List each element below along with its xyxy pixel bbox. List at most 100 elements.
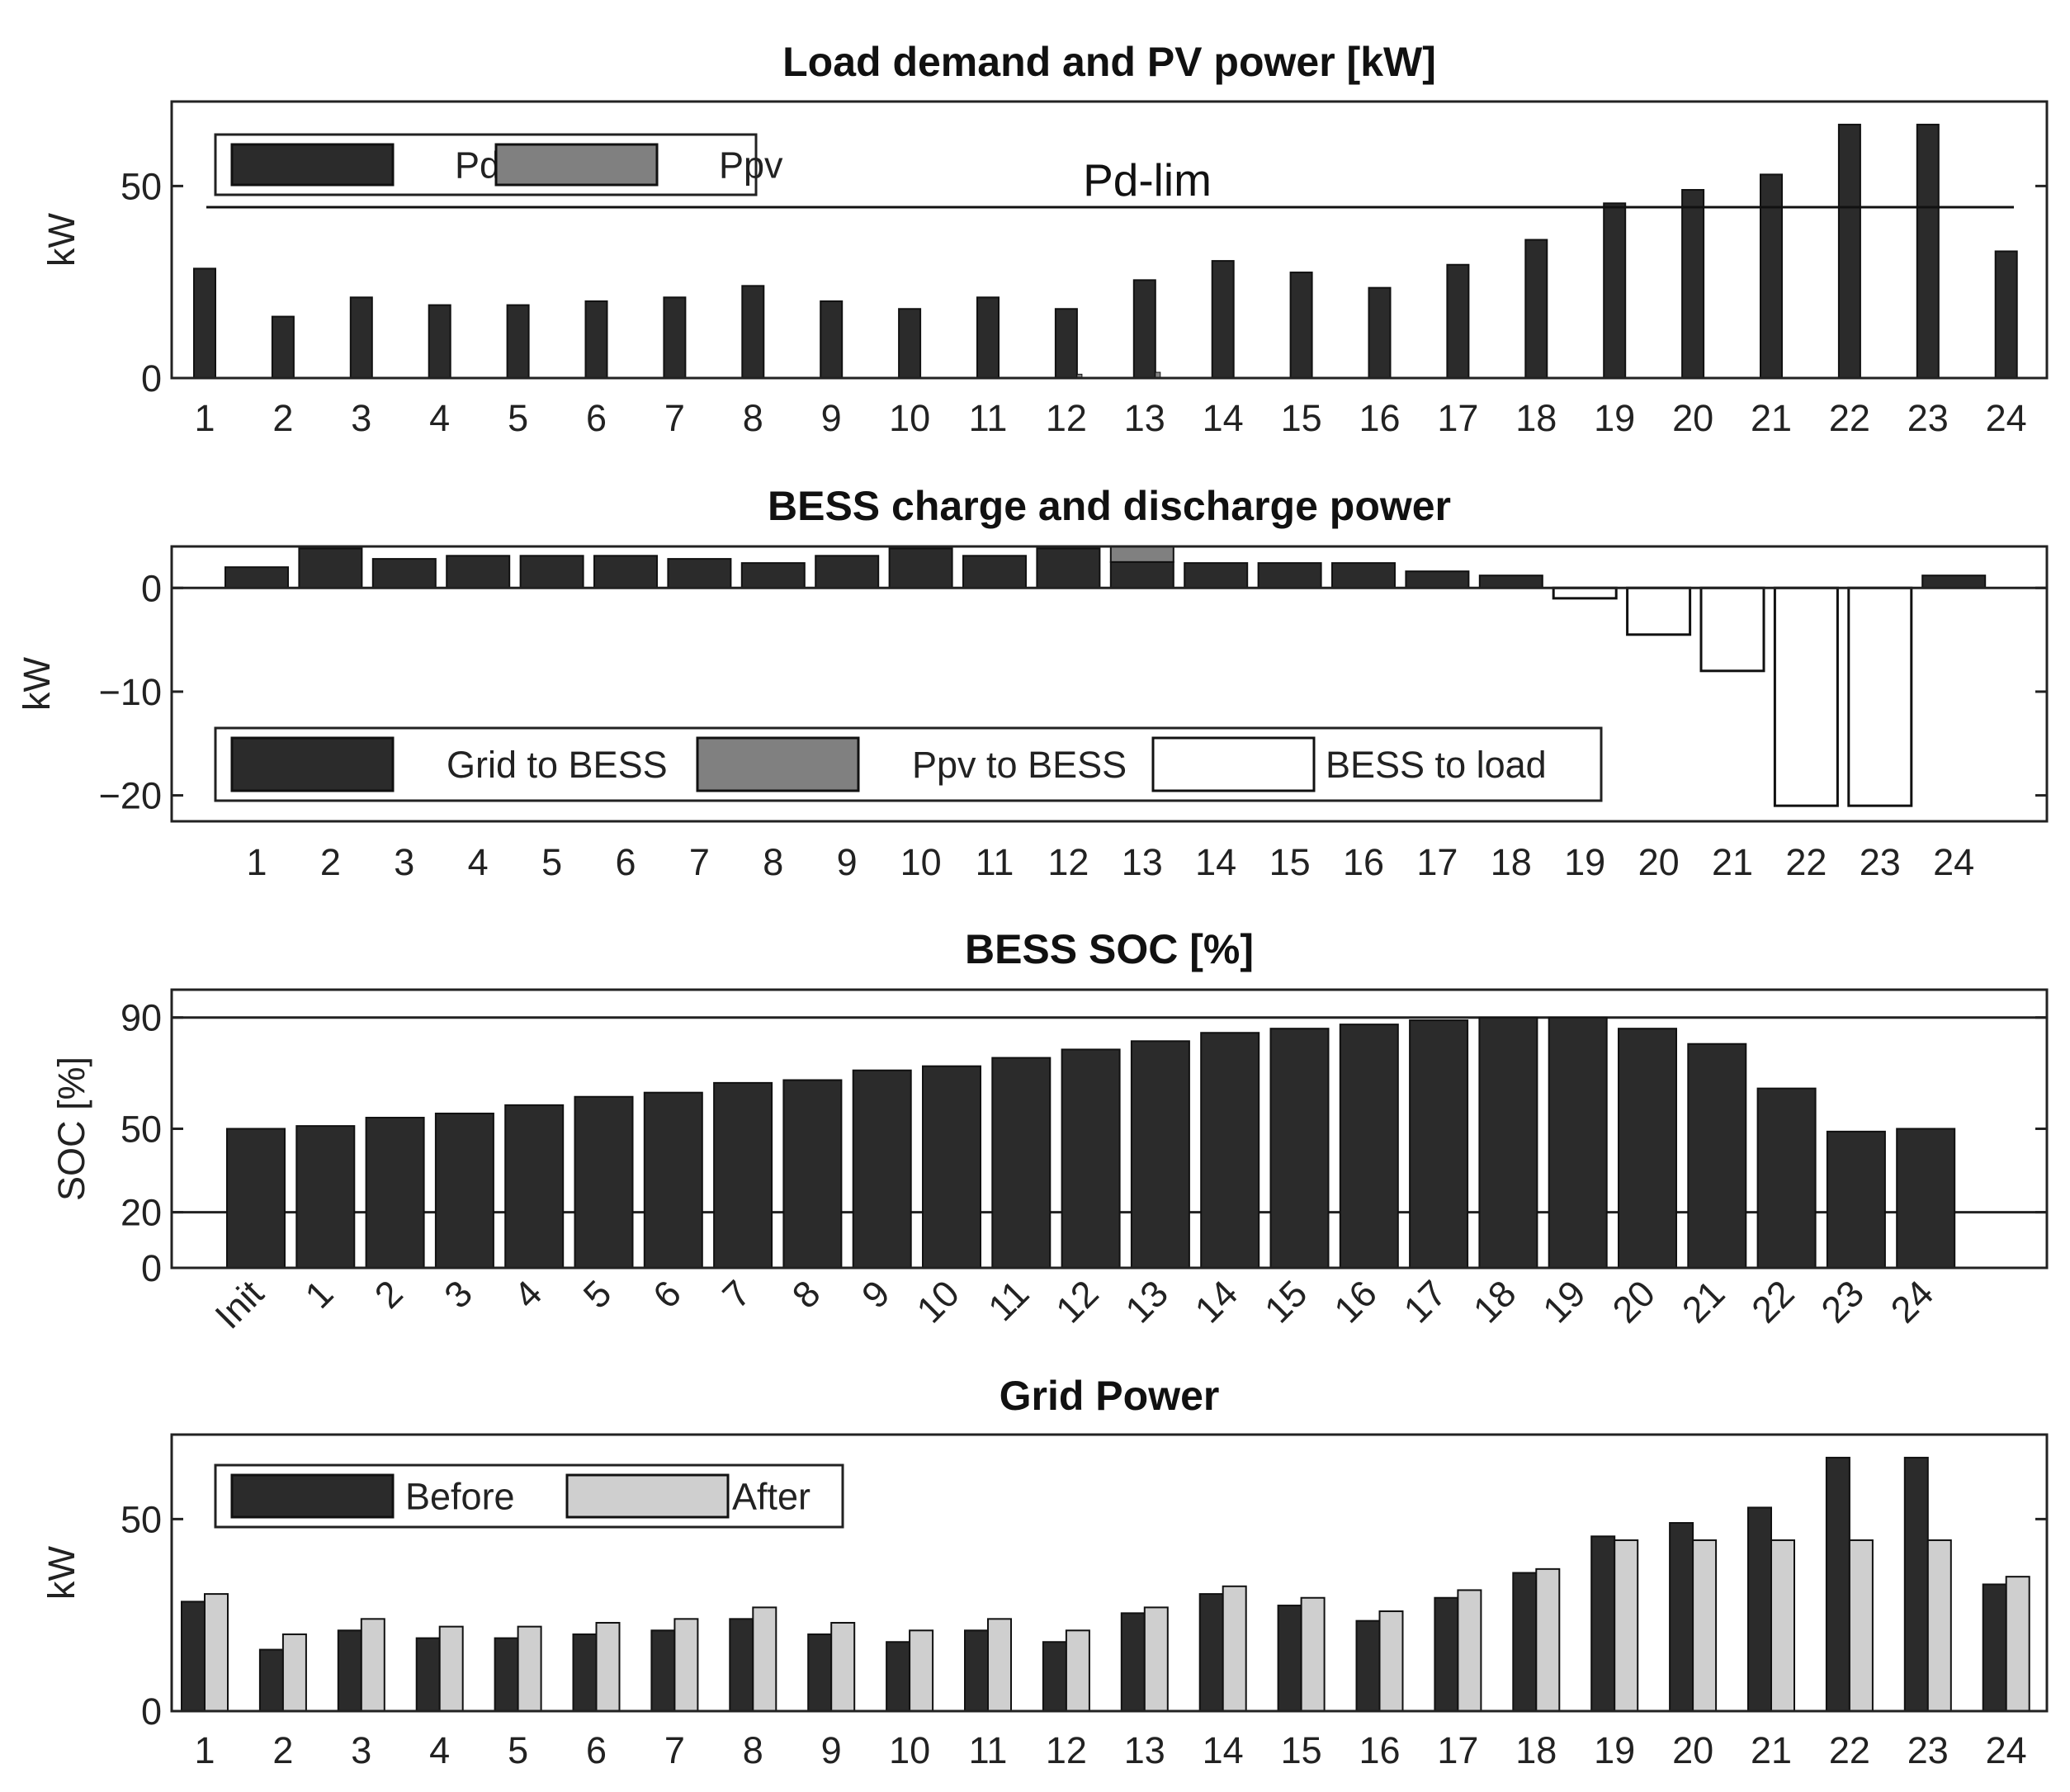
bar-before	[807, 1633, 833, 1713]
bar-grid-to-bess	[1478, 574, 1543, 589]
chart-title: BESS charge and discharge power	[768, 483, 1451, 529]
bar-grid-to-bess	[298, 547, 363, 589]
x-tick-label: 6	[645, 1272, 689, 1317]
bar-soc	[1618, 1028, 1677, 1270]
x-tick-label: 18	[1515, 397, 1557, 439]
bar-group: 6	[584, 300, 608, 439]
x-tick-label: 8	[743, 1729, 763, 1771]
bar-pd	[584, 300, 608, 380]
bar-grid-to-bess	[888, 547, 953, 589]
x-tick-label: 3	[436, 1272, 480, 1317]
y-axis-label: kW	[40, 212, 83, 267]
bar-bess-to-load	[1552, 586, 1618, 600]
bar-group: 15	[1281, 272, 1322, 439]
x-tick-label: 17	[1437, 1729, 1478, 1771]
x-tick-label: 10	[889, 397, 930, 439]
bar-before	[181, 1601, 206, 1713]
x-tick-label: 19	[1534, 1272, 1593, 1331]
y-tick-label: 90	[121, 997, 162, 1039]
bar-grid-to-bess	[1184, 562, 1249, 589]
bar-group: 3	[371, 558, 437, 883]
legend-label: Grid to BESS	[447, 744, 668, 786]
bar-grid-to-bess	[1405, 570, 1470, 589]
x-tick-label: 1	[297, 1272, 342, 1317]
x-tick-label: 18	[1491, 841, 1532, 883]
bar-group: 16	[1331, 562, 1396, 883]
x-tick-label: 21	[1751, 397, 1792, 439]
x-tick-label: 24	[1986, 1729, 2027, 1771]
bar-pd	[193, 267, 216, 380]
bar-before	[1669, 1522, 1694, 1713]
bar-pd	[820, 300, 844, 380]
legend-swatch	[230, 143, 395, 187]
bar-pd	[1837, 123, 1861, 380]
x-tick-label: 5	[575, 1272, 620, 1317]
chart-title: Load demand and PV power [kW]	[782, 39, 1436, 85]
x-tick-label: 24	[1883, 1272, 1941, 1331]
bar-group: 5	[574, 1095, 634, 1317]
bar-grid-to-bess	[740, 562, 806, 589]
x-tick-label: 16	[1343, 841, 1384, 883]
bar-before	[1982, 1583, 2007, 1713]
x-tick-label: 7	[664, 397, 685, 439]
x-tick-label: 14	[1203, 397, 1244, 439]
bar-soc	[643, 1091, 703, 1269]
legend-swatch	[696, 736, 860, 792]
axes-box	[170, 100, 2049, 380]
y-tick-label: 50	[121, 165, 162, 207]
bar-group: 18	[1515, 239, 1557, 439]
legend-swatch	[1151, 736, 1316, 792]
x-tick-label: 21	[1751, 1729, 1792, 1771]
x-tick-label: 23	[1860, 841, 1901, 883]
x-tick-label: 13	[1118, 1272, 1176, 1331]
bar-group: 3	[434, 1112, 494, 1317]
bar-soc	[1339, 1024, 1399, 1269]
legend-label: Before	[405, 1476, 515, 1518]
bar-group: 8	[740, 562, 806, 883]
bar-before	[572, 1633, 598, 1713]
bar-before	[650, 1629, 676, 1712]
bar-soc	[1478, 1016, 1538, 1269]
bar-group: 14	[1187, 1032, 1260, 1331]
bar-group: 13	[1124, 279, 1165, 439]
y-tick-label: 0	[141, 357, 162, 400]
bar-group: 11	[980, 1057, 1052, 1329]
bar-group: 11	[969, 296, 1007, 439]
y-tick-label: 50	[121, 1109, 162, 1151]
x-tick-label: 9	[821, 1729, 842, 1771]
bar-after	[1143, 1606, 1169, 1712]
bar-bess-to-load	[1626, 586, 1692, 636]
y-axis-label: kW	[16, 656, 58, 711]
x-tick-label: 22	[1829, 1729, 1870, 1771]
bar-group: 2	[258, 1633, 307, 1771]
bar-pd	[1132, 279, 1156, 379]
x-tick-label: 20	[1604, 1272, 1663, 1331]
bar-group: 23	[1903, 1456, 1952, 1771]
x-tick-label: 11	[976, 841, 1014, 883]
y-tick-label: 50	[121, 1498, 162, 1540]
x-tick-label: 14	[1195, 841, 1236, 883]
bar-group: 13	[1120, 1606, 1169, 1771]
bar-soc	[782, 1079, 843, 1270]
bar-pd	[1211, 260, 1235, 379]
bar-after	[438, 1625, 464, 1713]
x-tick-label: 21	[1674, 1272, 1732, 1331]
x-tick-label: 11	[980, 1272, 1037, 1329]
load-pv-chart: Load demand and PV power [kW]kW1 2 3 4 5 6 7 8 9…	[40, 39, 2049, 439]
bar-before	[494, 1637, 519, 1712]
bar-group: 5	[519, 555, 584, 883]
bar-after	[595, 1621, 621, 1712]
legend: Pd Ppv	[214, 133, 783, 196]
bar-group: 1	[295, 1125, 356, 1317]
bar-group: 21	[1699, 586, 1765, 883]
bar-group: 7	[713, 1081, 773, 1317]
bar-before	[337, 1629, 362, 1712]
bar-group: 18	[1512, 1567, 1561, 1771]
bar-grid-to-bess	[1257, 562, 1322, 589]
axes-box	[170, 545, 2049, 823]
bar-group: 24	[1883, 1128, 1956, 1331]
legend-box	[214, 726, 1603, 802]
bar-group: 11	[962, 555, 1027, 883]
